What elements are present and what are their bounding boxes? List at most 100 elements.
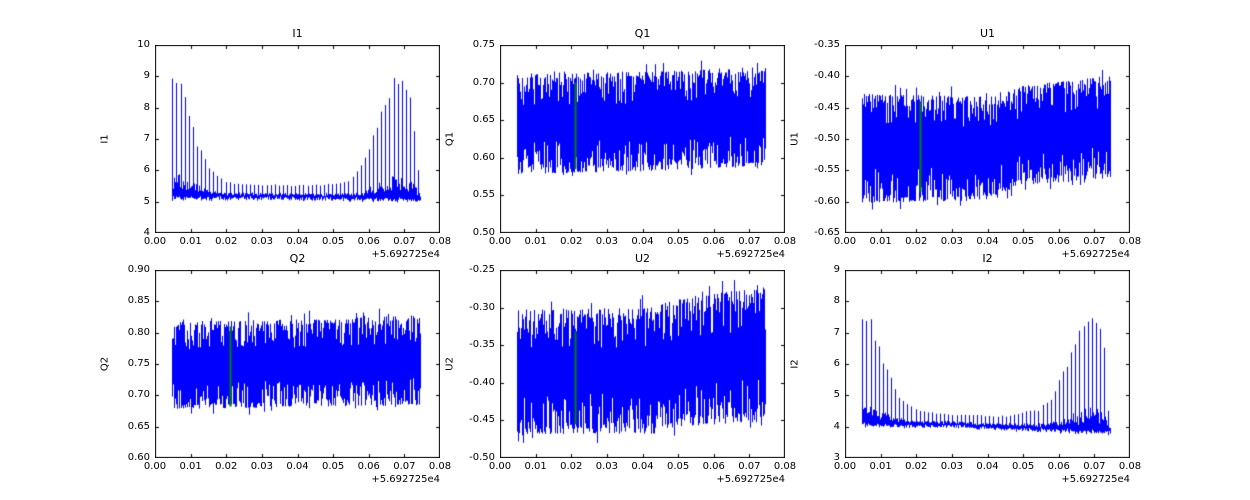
y-tick-label: 0.60 <box>127 452 150 463</box>
x-tick-label: 0.04 <box>286 236 309 247</box>
y-tick-label: 9 <box>833 264 840 275</box>
x-tick-label: 0.07 <box>393 236 416 247</box>
x-tick-label: 0.03 <box>250 461 273 472</box>
x-tick-label: 0.01 <box>179 236 202 247</box>
x-tick-label: 0.04 <box>976 236 999 247</box>
x-tick-label: 0.00 <box>143 236 167 247</box>
y-tick-label: -0.60 <box>814 195 840 207</box>
y-tick-label: 6 <box>833 358 840 369</box>
y-axis-label-Q2: Q2 <box>99 356 111 372</box>
x-tick-label: 0.07 <box>1083 236 1106 247</box>
x-axis-offset-label: +5.692725e4 <box>716 474 785 485</box>
x-tick-label: 0.00 <box>833 236 857 247</box>
y-axis-label-U2: U2 <box>444 357 456 371</box>
plot-canvas-U1 <box>845 45 1130 233</box>
plot-canvas-U2 <box>500 270 785 458</box>
y-tick-label: 0.80 <box>127 326 150 338</box>
y-tick-label: 7 <box>143 133 150 144</box>
x-tick-label: 0.02 <box>560 461 583 472</box>
x-tick-label: 0.06 <box>357 236 380 247</box>
x-tick-label: 0.06 <box>357 461 380 472</box>
y-tick-label: 8 <box>143 101 150 113</box>
y-tick-label: 7 <box>833 326 840 338</box>
y-tick-label: 4 <box>143 227 150 238</box>
x-tick-label: 0.08 <box>1118 236 1142 247</box>
x-tick-label: 0.08 <box>773 236 797 247</box>
x-tick-label: 0.00 <box>488 461 512 472</box>
x-axis-offset-label: +5.692725e4 <box>716 249 785 260</box>
y-tick-label: 0.65 <box>127 420 150 432</box>
x-tick-label: 0.06 <box>702 236 725 247</box>
x-tick-label: 0.05 <box>1011 461 1035 472</box>
plot-canvas-Q2 <box>155 270 440 458</box>
subplot-U2: U2 U2 -0.50 -0.45 -0.40 -0.35 -0.30 -0.25 0.00 0.… <box>445 252 797 485</box>
x-tick-label: 0.00 <box>143 461 167 472</box>
y-tick-label: 0.85 <box>127 295 150 307</box>
x-tick-label: 0.06 <box>1047 236 1070 247</box>
y-tick-label: 0.65 <box>472 114 495 126</box>
y-tick-label: -0.35 <box>814 39 840 50</box>
x-tick-label: 0.05 <box>1011 236 1035 247</box>
x-tick-label: 0.08 <box>428 236 452 247</box>
x-tick-label: 0.06 <box>702 461 725 472</box>
plot-title-U2: U2 <box>634 252 651 265</box>
y-tick-label: 3 <box>833 452 840 463</box>
y-tick-label: -0.50 <box>469 452 495 463</box>
x-tick-label: 0.02 <box>215 236 238 247</box>
x-tick-label: 0.01 <box>869 236 892 247</box>
x-tick-label: 0.04 <box>286 461 309 472</box>
y-tick-label: 4 <box>833 420 840 432</box>
x-axis-offset-label: +5.692725e4 <box>371 249 440 260</box>
x-tick-label: 0.07 <box>393 461 416 472</box>
plot-title-U1: U1 <box>979 27 996 40</box>
x-tick-label: 0.08 <box>1118 461 1142 472</box>
x-tick-label: 0.00 <box>833 461 857 472</box>
subplot-I2: I2 I2 3 4 5 6 7 8 9 0.00 0.01 0.02 0.03 0.04 0.05 0.06 0… <box>790 252 1142 485</box>
x-tick-label: 0.00 <box>488 236 512 247</box>
x-tick-label: 0.04 <box>631 236 654 247</box>
y-tick-label: 0.75 <box>472 39 495 50</box>
x-tick-label: 0.01 <box>179 461 202 472</box>
plot-title-Q2: Q2 <box>289 252 306 265</box>
y-tick-label: 0.90 <box>127 264 150 275</box>
y-tick-label: -0.40 <box>814 70 840 82</box>
x-tick-label: 0.01 <box>524 461 547 472</box>
y-axis-label-U1: U1 <box>789 132 801 146</box>
x-axis-offset-label: +5.692725e4 <box>1061 249 1130 260</box>
x-tick-label: 0.07 <box>738 461 761 472</box>
y-tick-label: 6 <box>143 164 150 176</box>
y-tick-label: 0.70 <box>472 76 495 88</box>
y-axis-label-I2: I2 <box>789 359 801 369</box>
plot-canvas-I1 <box>155 45 440 233</box>
x-tick-label: 0.02 <box>905 461 928 472</box>
x-tick-label: 0.08 <box>428 461 452 472</box>
subplot-Q1: Q1 Q1 0.50 0.55 0.60 0.65 0.70 0.75 0.00 0.01 0.02… <box>445 27 797 260</box>
y-tick-label: -0.50 <box>814 133 840 144</box>
plot-title-I2: I2 <box>982 252 993 265</box>
x-tick-label: 0.02 <box>560 236 583 247</box>
x-tick-label: 0.06 <box>1047 461 1070 472</box>
x-tick-label: 0.05 <box>321 236 345 247</box>
y-tick-label: 0.50 <box>472 227 495 238</box>
x-tick-label: 0.03 <box>595 461 618 472</box>
x-tick-label: 0.07 <box>1083 461 1106 472</box>
subplot-U1: U1 U1 -0.65 -0.60 -0.55 -0.50 -0.45 -0.40 -0.35 0… <box>790 27 1142 260</box>
plot-title-Q1: Q1 <box>634 27 651 40</box>
x-tick-label: 0.03 <box>250 236 273 247</box>
x-tick-label: 0.04 <box>631 461 654 472</box>
x-tick-label: 0.08 <box>773 461 797 472</box>
subplot-Q2: Q2 Q2 0.60 0.65 0.70 0.75 0.80 0.85 0.90 0.00 0.01… <box>100 252 452 485</box>
y-tick-label: 5 <box>143 195 150 207</box>
x-axis-offset-label: +5.692725e4 <box>1061 474 1130 485</box>
x-tick-label: 0.01 <box>869 461 892 472</box>
y-tick-label: -0.45 <box>469 414 495 426</box>
y-tick-label: -0.35 <box>469 339 495 351</box>
plot-canvas-Q1 <box>500 45 785 233</box>
x-tick-label: 0.03 <box>940 461 963 472</box>
subplot-I1: I1 I1 4 5 6 7 8 9 10 0.00 0.01 0.02 0.03 0.04 0.05 0.06… <box>100 27 452 260</box>
x-tick-label: 0.05 <box>666 461 690 472</box>
x-tick-label: 0.05 <box>321 461 345 472</box>
x-tick-label: 0.07 <box>738 236 761 247</box>
y-axis-label-Q1: Q1 <box>444 131 456 147</box>
